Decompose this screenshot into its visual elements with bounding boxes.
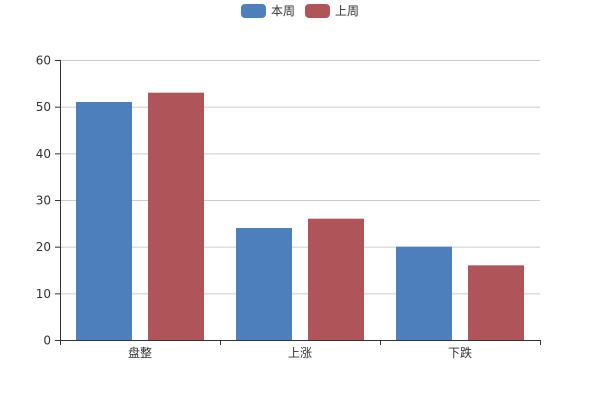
y-tick-label: 30: [36, 194, 51, 208]
y-tick-label: 20: [36, 240, 51, 254]
legend-swatch: [305, 4, 330, 18]
legend-swatch: [241, 4, 266, 18]
legend-label: 本周: [271, 4, 295, 18]
bar-last-week: [148, 92, 204, 341]
bar-this-week: [76, 102, 132, 340]
y-tick-label: 0: [43, 334, 51, 348]
y-tick-label: 60: [36, 54, 51, 68]
x-tick-label: 上涨: [288, 345, 312, 360]
bar-this-week: [396, 246, 452, 340]
x-tick-label: 下跌: [448, 345, 472, 360]
bar-last-week: [468, 265, 524, 340]
y-tick-label: 10: [36, 287, 51, 301]
y-tick-label: 40: [36, 147, 51, 161]
y-tick-label: 50: [36, 100, 51, 114]
x-tick-label: 盘整: [128, 345, 152, 360]
legend-label: 上周: [335, 4, 359, 18]
bar-this-week: [236, 228, 292, 340]
bar-last-week: [308, 218, 364, 340]
